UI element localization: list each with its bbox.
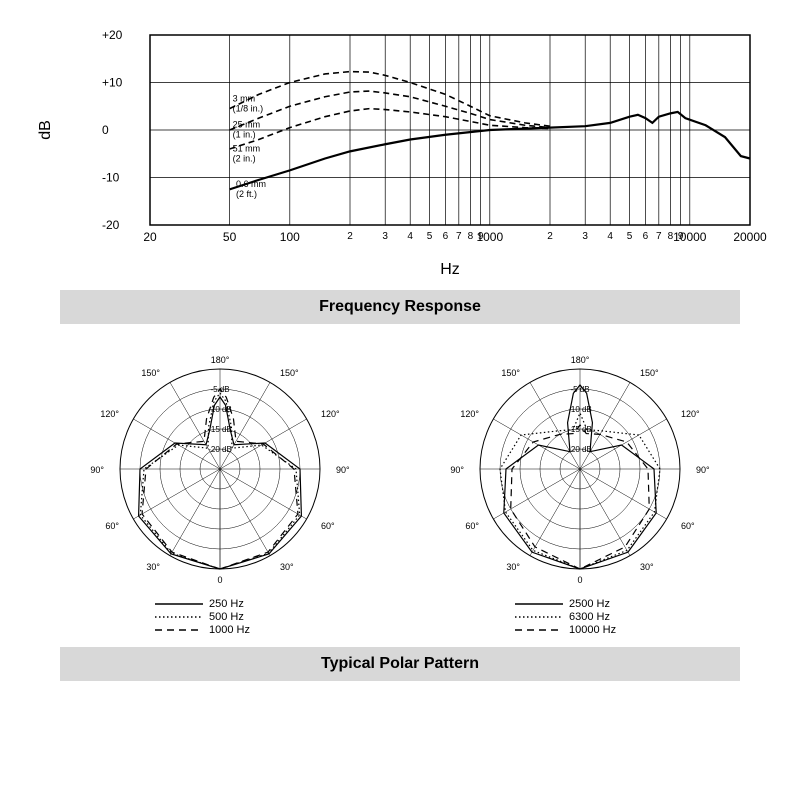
svg-text:3 mm: 3 mm (233, 94, 256, 104)
svg-text:30°: 30° (280, 562, 294, 572)
polar-chart-left: -20 dB-15 dB-10 dB-5 dB030°30°60°60°90°9… (65, 334, 375, 594)
svg-text:0: 0 (102, 123, 109, 137)
svg-text:90°: 90° (450, 465, 464, 475)
svg-text:30°: 30° (640, 562, 654, 572)
legend-item: 500 Hz (155, 611, 375, 623)
svg-text:90°: 90° (336, 465, 350, 475)
svg-text:-10: -10 (102, 171, 120, 185)
svg-text:6: 6 (643, 231, 649, 242)
svg-text:30°: 30° (506, 562, 520, 572)
legend-label: 250 Hz (209, 598, 244, 610)
svg-text:+10: +10 (102, 76, 123, 90)
svg-text:90°: 90° (696, 465, 710, 475)
svg-text:(2 ft.): (2 ft.) (236, 189, 257, 199)
legend-item: 1000 Hz (155, 624, 375, 636)
svg-text:2: 2 (347, 231, 353, 242)
svg-text:9: 9 (678, 231, 684, 242)
svg-text:-20: -20 (102, 218, 120, 232)
legend-item: 10000 Hz (515, 624, 735, 636)
svg-text:51 mm: 51 mm (233, 143, 261, 153)
frequency-response-chart: -20-100+10+20205010010001000020000234567… (20, 20, 780, 280)
svg-text:0: 0 (217, 575, 222, 585)
legend-label: 10000 Hz (569, 624, 616, 636)
legend-item: 2500 Hz (515, 598, 735, 610)
svg-text:5: 5 (627, 231, 633, 242)
polar-legend-right: 2500 Hz6300 Hz10000 Hz (515, 598, 735, 636)
svg-text:50: 50 (223, 230, 237, 244)
svg-text:6: 6 (443, 231, 449, 242)
legend-label: 6300 Hz (569, 611, 610, 623)
svg-text:5: 5 (427, 231, 433, 242)
svg-text:(1 in.): (1 in.) (233, 130, 256, 140)
svg-text:150°: 150° (280, 368, 299, 378)
polar-left-block: -20 dB-15 dB-10 dB-5 dB030°30°60°60°90°9… (65, 334, 375, 637)
svg-text:20: 20 (143, 230, 157, 244)
legend-item: 6300 Hz (515, 611, 735, 623)
legend-label: 1000 Hz (209, 624, 250, 636)
svg-text:0.6 mm: 0.6 mm (236, 179, 266, 189)
polar-pattern-label: Typical Polar Pattern (60, 647, 740, 681)
svg-text:30°: 30° (146, 562, 160, 572)
svg-text:60°: 60° (681, 521, 695, 531)
svg-text:7: 7 (456, 231, 462, 242)
svg-text:60°: 60° (465, 521, 479, 531)
svg-text:120°: 120° (321, 409, 340, 419)
svg-text:0: 0 (577, 575, 582, 585)
svg-text:180°: 180° (211, 355, 230, 365)
svg-text:120°: 120° (681, 409, 700, 419)
svg-text:3: 3 (582, 231, 588, 242)
svg-text:25 mm: 25 mm (233, 120, 261, 130)
svg-text:150°: 150° (141, 368, 160, 378)
svg-text:2: 2 (547, 231, 553, 242)
svg-text:60°: 60° (105, 521, 119, 531)
svg-text:+20: +20 (102, 28, 123, 42)
polar-patterns-row: -20 dB-15 dB-10 dB-5 dB030°30°60°60°90°9… (40, 334, 760, 637)
svg-text:180°: 180° (571, 355, 590, 365)
legend-label: 2500 Hz (569, 598, 610, 610)
svg-text:(2 in.): (2 in.) (233, 153, 256, 163)
polar-right-block: -20 dB-15 dB-10 dB-5 dB030°30°60°60°90°9… (425, 334, 735, 637)
svg-text:9: 9 (478, 231, 484, 242)
svg-text:60°: 60° (321, 521, 335, 531)
svg-text:120°: 120° (100, 409, 119, 419)
polar-chart-right: -20 dB-15 dB-10 dB-5 dB030°30°60°60°90°9… (425, 334, 735, 594)
svg-text:3: 3 (382, 231, 388, 242)
svg-text:8: 8 (468, 231, 474, 242)
svg-text:150°: 150° (501, 368, 520, 378)
svg-text:dB: dB (37, 120, 54, 140)
svg-text:4: 4 (607, 231, 613, 242)
legend-item: 250 Hz (155, 598, 375, 610)
legend-label: 500 Hz (209, 611, 244, 623)
polar-legend-left: 250 Hz500 Hz1000 Hz (155, 598, 375, 636)
svg-text:7: 7 (656, 231, 662, 242)
svg-text:4: 4 (407, 231, 413, 242)
svg-text:100: 100 (280, 230, 300, 244)
svg-text:Hz: Hz (440, 261, 460, 278)
svg-text:20000: 20000 (733, 230, 767, 244)
svg-text:8: 8 (668, 231, 674, 242)
svg-text:90°: 90° (90, 465, 104, 475)
svg-text:120°: 120° (460, 409, 479, 419)
svg-text:(1/8 in.): (1/8 in.) (233, 104, 264, 114)
svg-text:150°: 150° (640, 368, 659, 378)
frequency-response-label: Frequency Response (60, 290, 740, 324)
